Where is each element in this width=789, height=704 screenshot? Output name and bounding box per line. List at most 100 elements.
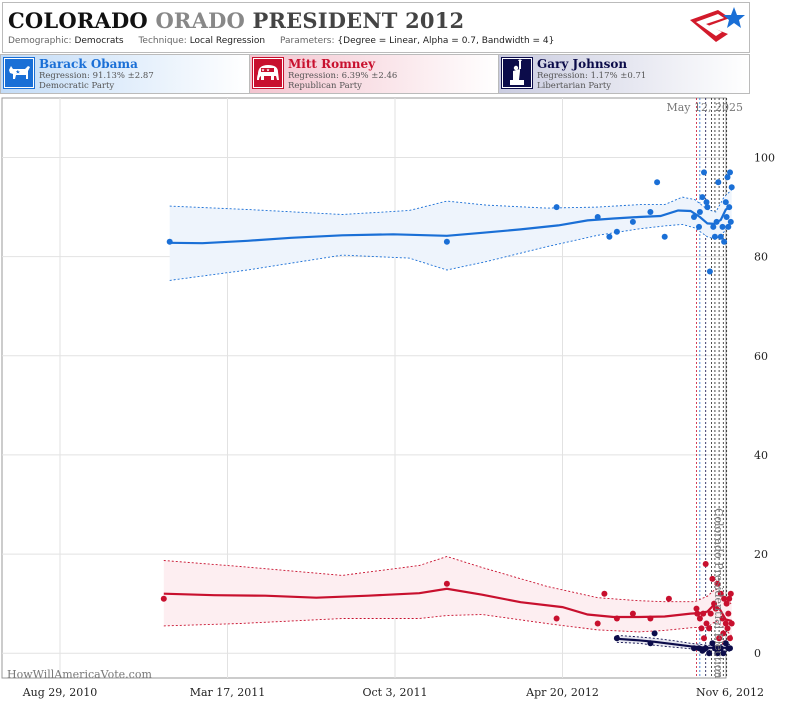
data-point [698,625,705,632]
watermark: HowWillAmericaVote.com [7,668,152,681]
data-point [726,204,733,211]
data-point [725,223,732,230]
data-point [700,610,707,617]
data-point [443,238,450,245]
data-point [723,214,730,220]
y-tick-label: 20 [754,548,768,561]
data-point [724,174,731,181]
data-point [727,635,733,642]
series-mitt-romney [160,556,735,647]
data-point [720,650,727,657]
data-point [701,635,707,642]
data-point [726,595,733,602]
data-point [696,615,703,622]
data-point [711,645,718,652]
x-tick-label: Apr 20, 2012 [525,686,599,699]
y-tick-label: 40 [754,449,768,462]
data-point [606,233,613,240]
data-point [720,630,727,637]
data-point [727,645,733,652]
donkey-icon [3,57,35,89]
confidence-band [163,556,732,636]
series-barack-obama [166,169,735,281]
data-point [629,610,636,617]
data-point [717,645,724,652]
data-point [716,635,723,642]
x-tick-label: Oct 3, 2011 [362,686,427,699]
data-point [722,199,729,206]
data-point [719,615,726,622]
data-point [647,615,654,622]
statue-of-liberty-icon [501,57,533,89]
series-gary-johnson [613,630,733,657]
election-label: Colorado Presidential Election [712,508,725,679]
data-point [711,600,718,607]
upper-bound-line [616,634,731,646]
data-point [714,580,721,587]
data-point [714,650,721,657]
parameters-value: {Degree = Linear, Alpha = 0.7, Bandwidth… [337,36,555,46]
data-point [721,595,728,602]
candidate-regression: Regression: 1.17% ±0.71 [537,71,647,81]
data-point [727,169,733,176]
x-tick-label: Mar 17, 2011 [190,686,266,699]
candidate-name: Barack Obama [39,57,138,71]
data-point [691,645,697,652]
data-point [722,620,729,627]
data-point [696,223,702,230]
candidate-regression: Regression: 91.13% ±2.87 [39,71,154,81]
data-point [717,233,724,240]
data-point [699,194,706,201]
star-flag-logo-icon [690,7,745,42]
meta-row: Demographic: Democrats Technique: Local … [8,36,566,46]
data-point [703,620,710,627]
upper-bound-line [163,556,733,605]
candidate-name: Gary Johnson [537,57,628,71]
candidate-regression: Regression: 6.39% ±2.46 [288,71,398,81]
data-point [704,204,711,211]
data-point [713,218,720,225]
data-point [710,223,717,230]
technique-key: Technique: [138,36,187,46]
data-point [553,204,560,211]
data-point [711,233,718,240]
data-point [709,640,716,647]
regression-line [169,205,733,245]
data-point [717,590,724,597]
data-point [727,590,734,597]
data-point [696,209,703,215]
title-box: COLORADO ORADO PRESIDENT 2012 Demographi… [2,2,750,53]
lower-bound-line [163,614,733,637]
y-tick-label: 100 [754,151,775,164]
technique-value: Local Regression [189,36,266,46]
data-point [728,620,735,627]
data-point [728,184,735,191]
data-point [160,595,167,602]
y-tick-label: 0 [754,647,761,660]
y-tick-label: 80 [754,251,768,264]
candidate-party: Democratic Party [39,81,115,91]
data-point [651,630,658,637]
data-point [712,605,719,612]
data-point [702,561,709,567]
data-point [665,595,672,602]
candidate-johnson: Gary Johnson Regression: 1.17% ±0.71 Lib… [498,54,750,94]
header: COLORADO ORADO PRESIDENT 2012 Demographi… [0,0,789,96]
data-point [629,218,636,225]
data-point [694,610,701,617]
elephant-icon [252,57,284,89]
parameters-key: Parameters: [279,36,335,46]
data-point [594,620,601,627]
data-point [691,214,697,220]
data-point [647,209,654,215]
data-point [715,179,722,186]
data-point [707,610,714,617]
data-point [721,238,728,245]
demographic-value: Democrats [74,36,124,46]
data-point [553,615,560,622]
candidate-party: Republican Party [288,81,362,91]
y-tick-label: 60 [754,350,768,363]
data-point [702,645,709,652]
upper-bound-line [169,189,733,215]
demographic-key: Demographic: [8,36,72,46]
